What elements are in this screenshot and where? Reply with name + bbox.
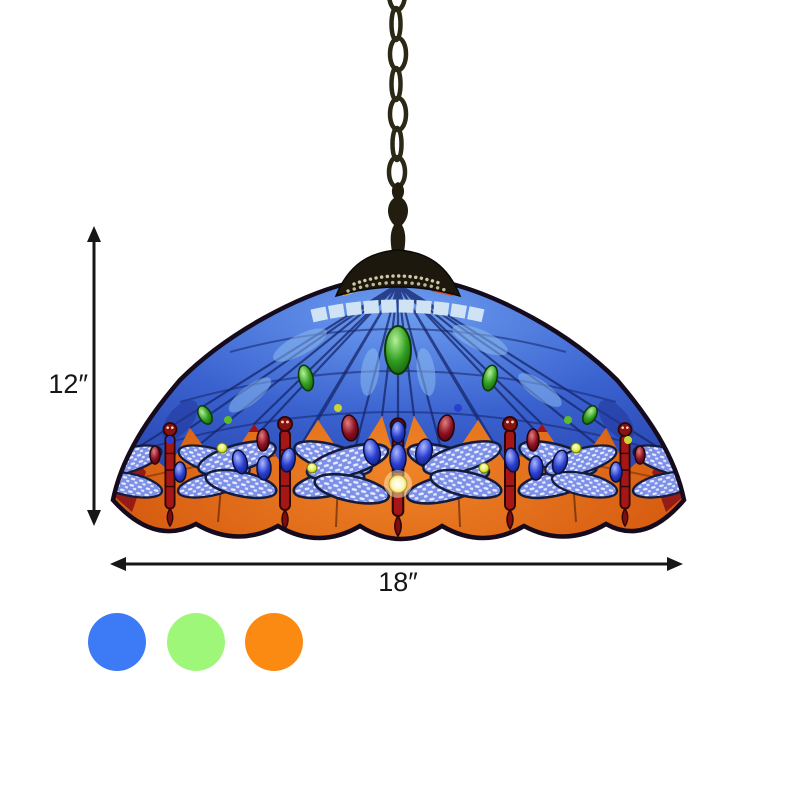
- shade-highlight-band: [310, 299, 486, 323]
- arrow-down-icon: [87, 510, 101, 526]
- color-swatch-green[interactable]: [167, 613, 225, 671]
- width-dimension: 18″: [110, 557, 683, 597]
- shade-outline: [110, 277, 687, 542]
- shade-jewels: [149, 325, 646, 498]
- arrow-left-icon: [110, 557, 126, 571]
- color-swatch-orange[interactable]: [245, 613, 303, 671]
- lamp-finial: [388, 182, 408, 252]
- arrow-up-icon: [87, 226, 101, 242]
- color-swatches: [88, 613, 303, 671]
- lamp-cap: [334, 249, 462, 298]
- pendant-lamp-shade: [110, 249, 687, 542]
- hanging-chain: [386, 0, 409, 190]
- width-dimension-label: 18″: [378, 567, 418, 597]
- arrow-right-icon: [667, 557, 683, 571]
- height-dimension: 12″: [48, 226, 101, 526]
- color-swatch-blue[interactable]: [88, 613, 146, 671]
- height-dimension-label: 12″: [48, 369, 88, 399]
